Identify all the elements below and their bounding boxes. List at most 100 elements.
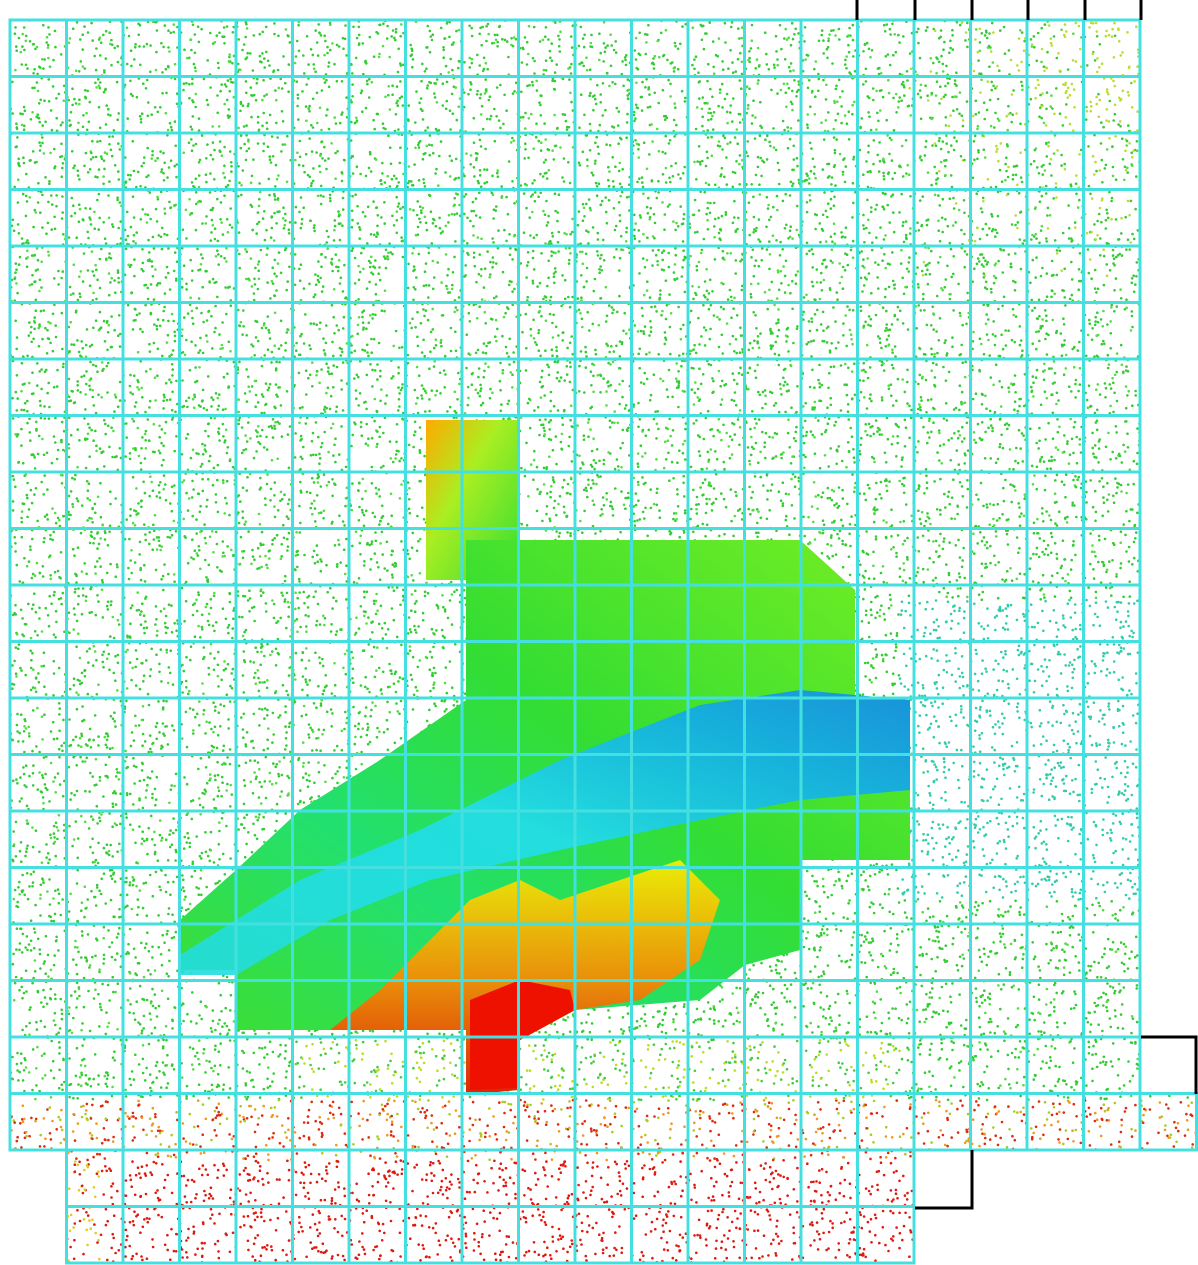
point xyxy=(707,118,710,122)
point xyxy=(836,298,839,302)
point xyxy=(425,144,429,148)
point xyxy=(876,111,879,115)
point xyxy=(828,175,831,178)
point xyxy=(934,94,938,97)
point xyxy=(1007,253,1011,256)
point xyxy=(930,183,933,187)
point xyxy=(351,155,355,158)
point xyxy=(621,168,624,171)
point xyxy=(399,207,402,211)
point xyxy=(438,226,442,230)
point xyxy=(93,210,96,214)
point xyxy=(167,65,170,69)
point xyxy=(718,237,721,240)
point xyxy=(612,207,616,210)
point xyxy=(85,328,89,331)
point xyxy=(237,195,240,198)
point xyxy=(917,286,920,289)
point xyxy=(929,57,933,60)
point xyxy=(197,269,200,272)
point xyxy=(74,69,78,72)
point xyxy=(273,311,277,315)
point xyxy=(595,185,599,188)
point xyxy=(326,45,329,49)
point xyxy=(296,151,299,154)
point xyxy=(502,122,505,126)
point xyxy=(1127,124,1130,127)
point xyxy=(30,283,34,286)
point xyxy=(230,226,234,229)
point xyxy=(483,267,487,271)
point xyxy=(211,208,214,212)
point xyxy=(351,83,354,86)
point xyxy=(546,284,549,288)
point xyxy=(876,153,879,157)
point xyxy=(981,227,985,231)
point xyxy=(1087,145,1090,148)
point xyxy=(1044,124,1048,127)
point xyxy=(422,178,425,181)
point xyxy=(994,87,997,90)
point xyxy=(40,286,43,289)
point xyxy=(98,286,102,290)
point xyxy=(853,70,857,73)
point xyxy=(1018,238,1022,241)
point xyxy=(108,31,111,34)
point xyxy=(282,55,285,58)
point xyxy=(190,181,194,184)
point xyxy=(307,63,310,66)
point xyxy=(438,154,441,158)
point xyxy=(448,154,452,158)
point xyxy=(707,111,710,115)
point xyxy=(829,197,833,201)
point xyxy=(231,81,235,84)
point xyxy=(544,158,548,162)
point xyxy=(765,63,769,66)
point xyxy=(738,183,741,186)
point xyxy=(521,46,525,50)
point xyxy=(82,114,85,117)
point xyxy=(919,83,923,87)
point xyxy=(325,167,328,171)
point xyxy=(41,226,44,229)
point xyxy=(377,272,381,276)
point xyxy=(242,43,246,46)
point xyxy=(283,143,287,146)
point xyxy=(38,289,41,293)
point xyxy=(316,121,319,125)
point xyxy=(551,149,554,152)
point xyxy=(618,214,622,217)
point xyxy=(563,113,567,116)
point xyxy=(81,280,85,283)
point xyxy=(241,333,244,336)
point xyxy=(971,176,975,180)
point xyxy=(1006,128,1009,132)
point xyxy=(327,65,330,68)
point xyxy=(983,286,987,289)
point xyxy=(930,249,933,253)
point xyxy=(924,84,927,87)
point xyxy=(610,345,613,348)
point xyxy=(1073,106,1076,109)
point xyxy=(1045,272,1049,275)
point xyxy=(740,60,744,64)
point xyxy=(421,157,425,161)
point xyxy=(561,176,564,179)
point xyxy=(884,192,887,196)
point xyxy=(441,314,445,317)
point xyxy=(162,179,166,182)
point xyxy=(433,96,437,99)
point xyxy=(865,278,868,281)
point xyxy=(441,82,445,85)
point xyxy=(915,30,919,34)
point xyxy=(581,250,584,254)
point xyxy=(232,95,236,99)
point xyxy=(907,173,911,176)
point xyxy=(188,82,191,86)
point xyxy=(647,86,651,89)
point xyxy=(591,226,595,229)
point xyxy=(165,265,169,269)
point xyxy=(738,37,741,40)
point xyxy=(164,67,168,71)
point xyxy=(673,102,676,105)
